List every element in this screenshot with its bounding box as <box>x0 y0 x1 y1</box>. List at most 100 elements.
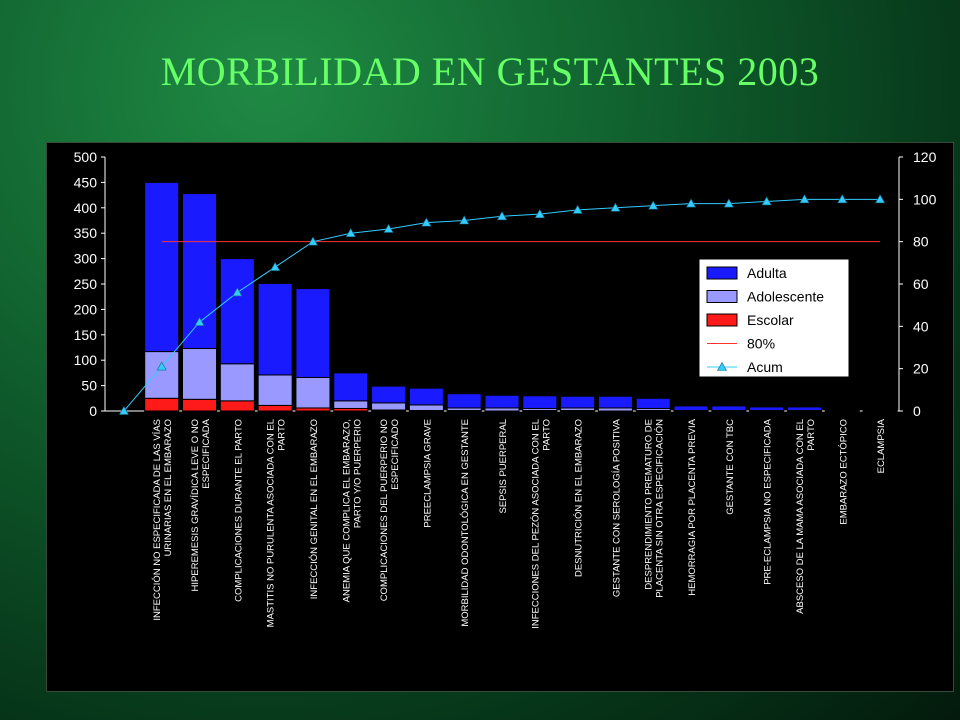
acum-marker <box>194 316 205 326</box>
x-tick-label-group: ABSCESO DE LA MAMA ASOCIADA CON EL PARTO <box>795 419 817 614</box>
y2-tick-label: 120 <box>913 149 937 165</box>
bar-adulta <box>144 181 180 353</box>
acum-marker <box>270 261 281 271</box>
y-tick-label: 350 <box>74 225 98 241</box>
bar-adulta <box>446 393 482 409</box>
x-tick-label-group: GESTANTE CON TBC <box>725 419 736 515</box>
bar-escolar <box>144 397 180 412</box>
x-tick-label-group: HIPEREMESIS GRAVÍDICA LEVE O NO ESPECIFIC… <box>190 418 212 591</box>
bar-adulta <box>749 406 785 411</box>
bar-adulta <box>673 405 709 411</box>
x-tick-label: DESNUTRICIÓN EN EL EMBARAZO <box>574 419 585 577</box>
bar-adulta <box>484 394 520 409</box>
x-tick-label-group: PRE-ECLAMPSIA NO ESPECIFICADA <box>763 418 774 584</box>
acum-marker <box>345 228 356 237</box>
acum-marker <box>875 194 886 204</box>
acum-marker <box>648 200 659 210</box>
bar-escolar <box>219 400 255 412</box>
acum-marker <box>156 361 167 371</box>
acum-marker <box>421 217 432 227</box>
x-tick-label: EMBARAZO ECTÓPICO <box>838 419 849 525</box>
acum-marker <box>383 223 394 233</box>
bar-adolescente <box>408 404 444 411</box>
bar-adulta <box>219 258 255 365</box>
x-tick-label-group: HEMORRAGIA POR PLACENTA PREVIA <box>687 418 698 595</box>
acum-marker <box>723 198 734 208</box>
legend-label: Adulta <box>747 265 787 281</box>
x-tick-label-group: PREECLAMPSIA GRAVE <box>422 419 433 528</box>
x-tick-label-group: EMBARAZO ECTÓPICO <box>838 419 849 525</box>
y-tick-label: 300 <box>74 251 98 267</box>
x-tick-label: URINARIAS EN EL EMBARAZO <box>163 419 174 556</box>
y-tick-label: 150 <box>74 327 98 343</box>
legend-label: 80% <box>747 336 775 352</box>
x-tick-label: DESPRENDIMIENTO PREMATURO DE <box>644 419 655 590</box>
acum-marker <box>837 194 848 204</box>
acum-marker <box>496 211 508 221</box>
x-tick-label: MORBILIDAD ODONTOLÓGICA EN GESTANTE <box>460 419 471 627</box>
x-tick-label: COMPLICACIONES DEL PUERPERIO NO <box>379 419 390 601</box>
bar-adolescente <box>295 376 331 409</box>
acum-marker <box>799 194 810 204</box>
legend-label: Adolescente <box>747 289 824 305</box>
x-tick-label: PLACENTA SIN OTRA ESPECIFICACIÓN <box>655 419 666 598</box>
pareto-chart: 5004504003503002502001501005001201008060… <box>74 149 937 629</box>
y2-tick-label: 0 <box>913 403 921 419</box>
bar-adolescente <box>371 402 407 411</box>
x-tick-label-group: ECLAMPSIA <box>876 418 887 473</box>
legend-swatch-adolescente <box>706 290 738 303</box>
y2-tick-label: 100 <box>913 191 937 207</box>
x-tick-label-group: GESTANTE CON SEROLOGÍA POSITIVA <box>611 418 622 597</box>
x-tick-label-group: DESNUTRICIÓN EN EL EMBARAZO <box>574 419 585 577</box>
y2-tick-label: 40 <box>913 318 929 334</box>
x-tick-label: SEPSIS PUERPERAL <box>498 419 509 514</box>
x-tick-label: PRE-ECLAMPSIA NO ESPECIFICADA <box>763 418 774 584</box>
x-tick-label-group: DESPRENDIMIENTO PREMATURO DE PLACENTA SIN… <box>644 419 666 598</box>
x-tick-label: PARTO Y/O PUERPERIO <box>352 419 363 528</box>
y-tick-label: 450 <box>74 174 98 190</box>
acum-marker <box>610 202 621 212</box>
acum-marker <box>761 196 772 206</box>
x-tick-label: COMPLICACIONES DURANTE EL PARTO <box>233 419 244 602</box>
x-tick-label: ESPECIFICADO <box>390 419 401 490</box>
acum-marker <box>232 287 243 297</box>
y-tick-label: 50 <box>81 378 97 394</box>
x-tick-label: GESTANTE CON SEROLOGÍA POSITIVA <box>611 418 622 597</box>
bar-adulta <box>560 395 596 409</box>
x-tick-label-group: COMPLICACIONES DURANTE EL PARTO <box>233 419 244 602</box>
acum-marker <box>572 204 583 214</box>
x-tick-label: PARTO <box>806 419 817 451</box>
y-tick-label: 200 <box>74 301 98 317</box>
bar-adulta <box>408 387 444 406</box>
bar-adulta <box>711 405 747 411</box>
bar-adolescente <box>144 351 180 399</box>
x-tick-label: ECLAMPSIA <box>876 418 887 473</box>
bar-adulta <box>862 409 898 412</box>
x-tick-label-group: ANEMIA QUE COMPLICA EL EMBARAZO, PARTO Y/… <box>341 419 363 602</box>
x-tick-label: INFECCIONES DEL PEZÓN ASOCIADA CON EL <box>530 419 541 629</box>
y-tick-label: 250 <box>74 276 98 292</box>
bar-adolescente <box>219 363 255 402</box>
x-tick-label-group: INFECCIONES DEL PEZÓN ASOCIADA CON EL PAR… <box>530 419 552 629</box>
bar-adulta <box>786 406 822 411</box>
x-tick-label-group: INFECCIÓN NO ESPECIFICADA DE LAS VÍAS URI… <box>152 419 174 621</box>
x-tick-label: GESTANTE CON TBC <box>725 419 736 515</box>
x-tick-label: HIPEREMESIS GRAVÍDICA LEVE O NO <box>190 419 201 591</box>
bar-adulta <box>522 395 558 409</box>
bar-adolescente <box>257 374 293 406</box>
bar-adulta <box>371 385 407 404</box>
acum-marker <box>686 198 697 208</box>
x-tick-label: INFECCIÓN NO ESPECIFICADA DE LAS VÍAS <box>152 419 163 621</box>
legend-swatch-escolar <box>706 313 738 327</box>
legend-swatch-adulta <box>706 266 738 280</box>
acum-marker <box>307 236 318 246</box>
chart-frame: 500 450 400 350 300 250 200 150 100 50 0 120 100 80 60… <box>46 142 954 692</box>
x-tick-label: ANEMIA QUE COMPLICA EL EMBARAZO, <box>341 419 352 602</box>
x-tick-label: HEMORRAGIA POR PLACENTA PREVIA <box>687 418 698 595</box>
y-tick-label: 400 <box>74 200 98 216</box>
bar-adulta <box>257 282 293 376</box>
x-tick-label-group: SEPSIS PUERPERAL <box>498 419 509 514</box>
bar-adolescente <box>333 400 369 409</box>
legend-swatch-acum-marker <box>716 361 728 371</box>
y-tick-label: 100 <box>74 352 98 368</box>
